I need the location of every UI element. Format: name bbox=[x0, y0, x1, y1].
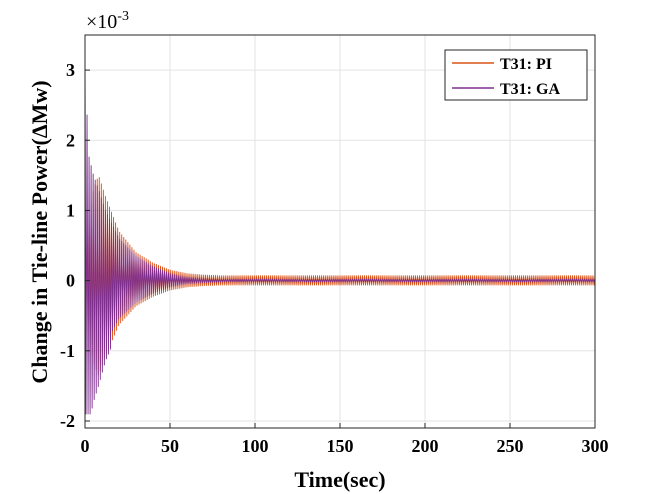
y-tick-label: 3 bbox=[66, 60, 75, 80]
y-tick-label: -1 bbox=[60, 341, 75, 361]
x-tick-label: 150 bbox=[327, 436, 354, 456]
legend-label-pi: T31: PI bbox=[500, 56, 552, 73]
y-tick-label: 2 bbox=[66, 130, 75, 150]
y-axis-title: Change in Tie-line Power(ΔMw) bbox=[27, 80, 52, 383]
legend-box bbox=[444, 49, 588, 101]
x-axis-title: Time(sec) bbox=[294, 467, 385, 492]
x-tick-label: 200 bbox=[412, 436, 439, 456]
y-tick-label: 1 bbox=[66, 200, 75, 220]
x-tick-label: 0 bbox=[81, 436, 90, 456]
legend: T31: PI T31: GA bbox=[444, 49, 588, 101]
y-tick-label: -2 bbox=[60, 411, 75, 431]
series-group bbox=[84, 56, 596, 415]
x-tick-label: 100 bbox=[242, 436, 269, 456]
legend-label-ga: T31: GA bbox=[500, 81, 560, 98]
exponent-label: ×10-3 bbox=[86, 9, 129, 33]
ticks: 0 50 100 150 200 250 300 -2 -1 0 1 2 3 bbox=[60, 60, 609, 456]
y-tick-label: 0 bbox=[66, 271, 75, 291]
x-tick-label: 50 bbox=[161, 436, 179, 456]
x-tick-label: 300 bbox=[582, 436, 609, 456]
series-line-ga bbox=[84, 56, 596, 415]
x-tick-label: 250 bbox=[497, 436, 524, 456]
